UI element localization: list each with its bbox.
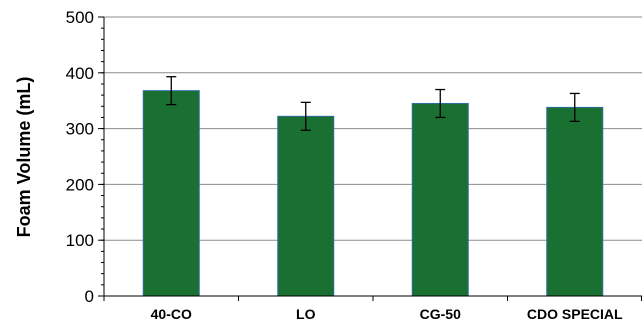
x-tick-label: 40-CO bbox=[151, 306, 192, 322]
y-tick-label: 400 bbox=[66, 64, 94, 83]
y-tick-label: 300 bbox=[66, 120, 94, 139]
y-axis: 0 100 200 300 400 500 bbox=[66, 8, 105, 306]
y-axis-title: Foam Volume (mL) bbox=[14, 77, 34, 238]
x-tick-label: CDO SPECIAL bbox=[527, 306, 623, 322]
y-tick-label: 200 bbox=[66, 175, 94, 194]
bar-lo bbox=[277, 115, 335, 297]
y-tick-label: 100 bbox=[66, 231, 94, 250]
y-tick-label: 0 bbox=[85, 287, 94, 306]
bar-40-co bbox=[142, 90, 200, 297]
bar-cdo-special bbox=[546, 106, 604, 297]
bars bbox=[142, 90, 604, 297]
bar-cg-50 bbox=[411, 102, 469, 297]
x-axis: 40-CO LO CG-50 CDO SPECIAL bbox=[103, 295, 642, 322]
x-tick-label: LO bbox=[296, 306, 316, 322]
y-tick-label: 500 bbox=[66, 8, 94, 27]
error-bars bbox=[166, 76, 580, 131]
x-tick-label: CG-50 bbox=[420, 306, 461, 322]
